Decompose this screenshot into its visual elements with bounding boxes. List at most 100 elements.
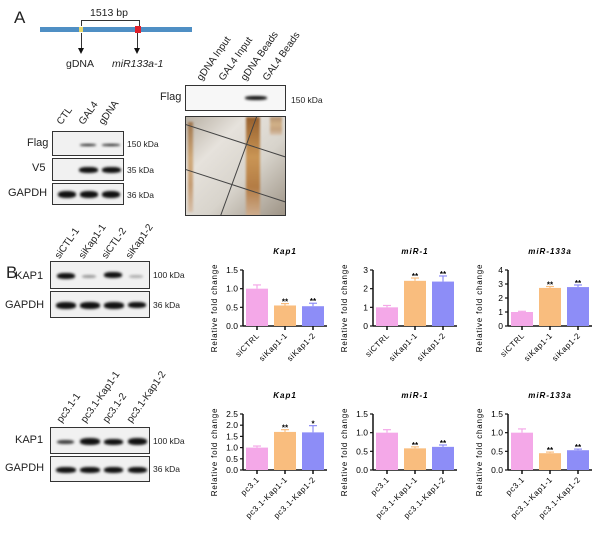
size-label: 150 kDa	[291, 95, 323, 105]
lane-label: CTL	[54, 105, 75, 127]
y-tick-label: 0.5	[226, 454, 238, 464]
band	[56, 302, 76, 309]
band	[79, 167, 98, 173]
band	[104, 302, 124, 309]
y-tick-label: 1.5	[226, 265, 238, 275]
mir133a-label: miR133a-1	[112, 58, 164, 70]
x-tick-label: pc3.1	[369, 475, 391, 497]
bar-chart: Kap1 Relative fold change 0.00.51.0 1.52.02…	[210, 391, 327, 520]
panel-b-letter: B	[6, 263, 18, 282]
y-tick-label: 1	[363, 302, 368, 312]
bar	[567, 450, 589, 470]
band	[104, 272, 122, 278]
band	[128, 467, 147, 473]
size-label: 100 kDa	[153, 436, 185, 446]
y-tick-label: 0.0	[491, 465, 503, 475]
x-tick-label: siKap1-2	[550, 331, 582, 363]
significance-mark: **	[547, 281, 554, 290]
bar-chart: miR-1 Relative fold change 0.0 0.5 1.0 1.5 pc3…	[340, 391, 457, 520]
bar-chart: Kap1 Relative fold change 0.0 0.5 1.0 1.5 siCT…	[210, 247, 327, 363]
bar	[376, 432, 398, 470]
bar	[302, 432, 324, 470]
significance-mark: **	[412, 272, 419, 281]
row-label: V5	[32, 162, 46, 174]
band	[80, 191, 98, 198]
band	[56, 467, 76, 473]
chart-title: miR-1	[401, 391, 428, 400]
band	[104, 467, 123, 473]
y-tick-label: 3	[498, 279, 503, 289]
size-label: 36 kDa	[153, 300, 180, 310]
x-tick-label: siKap1-1	[522, 331, 554, 363]
significance-mark: **	[440, 439, 447, 448]
arrow-line	[81, 33, 82, 49]
lane-label: pc3.1-Kap1-2	[124, 369, 169, 425]
band	[129, 275, 143, 278]
significance-mark: **	[547, 446, 554, 455]
y-tick-label: 1.0	[226, 284, 238, 294]
band	[102, 144, 120, 146]
chart-title: miR-133a	[528, 247, 572, 256]
x-tick-label: pc3.1	[504, 475, 526, 497]
chart-title: Kap1	[273, 391, 297, 400]
y-axis-label: Relative fold change	[210, 264, 219, 353]
x-tick-label: siCTRL	[364, 331, 392, 359]
significance-mark: **	[282, 298, 289, 307]
lane-label: siKap1-2	[123, 222, 156, 261]
significance-mark: *	[311, 420, 315, 429]
y-tick-label: 1.5	[226, 431, 238, 441]
lane-label: GAL4	[76, 99, 101, 127]
band	[245, 96, 267, 100]
y-tick-label: 0.0	[226, 465, 238, 475]
blot-strip	[185, 85, 286, 111]
bar	[246, 447, 268, 470]
bar	[432, 281, 454, 326]
blot-strip	[50, 261, 150, 289]
y-axis-label: Relative fold change	[340, 264, 349, 353]
x-tick-label: siCTRL	[499, 331, 527, 359]
blot-strip	[50, 427, 150, 454]
bar	[404, 280, 426, 326]
band	[80, 302, 100, 309]
bar	[274, 305, 296, 326]
band	[80, 144, 96, 146]
gel-lane	[246, 117, 260, 215]
arrow-down-icon	[78, 48, 84, 54]
row-label: GAPDH	[8, 187, 48, 199]
arrow-down-icon	[134, 48, 140, 54]
band	[128, 302, 146, 308]
gdna-site-marker	[79, 27, 83, 32]
band	[82, 275, 96, 278]
x-tick-label: siKap1-1	[257, 331, 289, 363]
band	[102, 191, 120, 198]
y-tick-label: 1.5	[491, 409, 503, 419]
x-tick-label: siKap1-2	[415, 331, 447, 363]
bar-chart: miR-1 Relative fold change 0 1 2 3 siCTRL ** siK…	[340, 247, 457, 363]
size-label: 36 kDa	[127, 190, 154, 200]
blot-strip	[50, 456, 150, 482]
significance-mark: **	[310, 297, 317, 306]
distance-bracket	[81, 20, 140, 26]
bar	[404, 448, 426, 470]
band	[80, 438, 100, 445]
row-label: Flag	[27, 137, 49, 149]
bar	[432, 446, 454, 470]
bar	[539, 287, 561, 326]
y-axis-label: Relative fold change	[475, 408, 484, 497]
row-label: GAPDH	[5, 299, 45, 311]
band	[80, 467, 100, 473]
size-label: 150 kDa	[127, 139, 159, 149]
gel-lane	[270, 117, 282, 135]
band	[128, 438, 147, 445]
bar	[511, 432, 533, 470]
band	[104, 439, 123, 445]
gel-ladder	[188, 122, 193, 212]
gene-bar	[40, 27, 192, 32]
row-label: GAPDH	[5, 462, 45, 474]
y-tick-label: 1.0	[491, 428, 503, 438]
gdna-label: gDNA	[66, 58, 95, 70]
blot-strip	[52, 158, 124, 181]
significance-mark: **	[440, 270, 447, 279]
y-tick-label: 1.0	[356, 428, 368, 438]
